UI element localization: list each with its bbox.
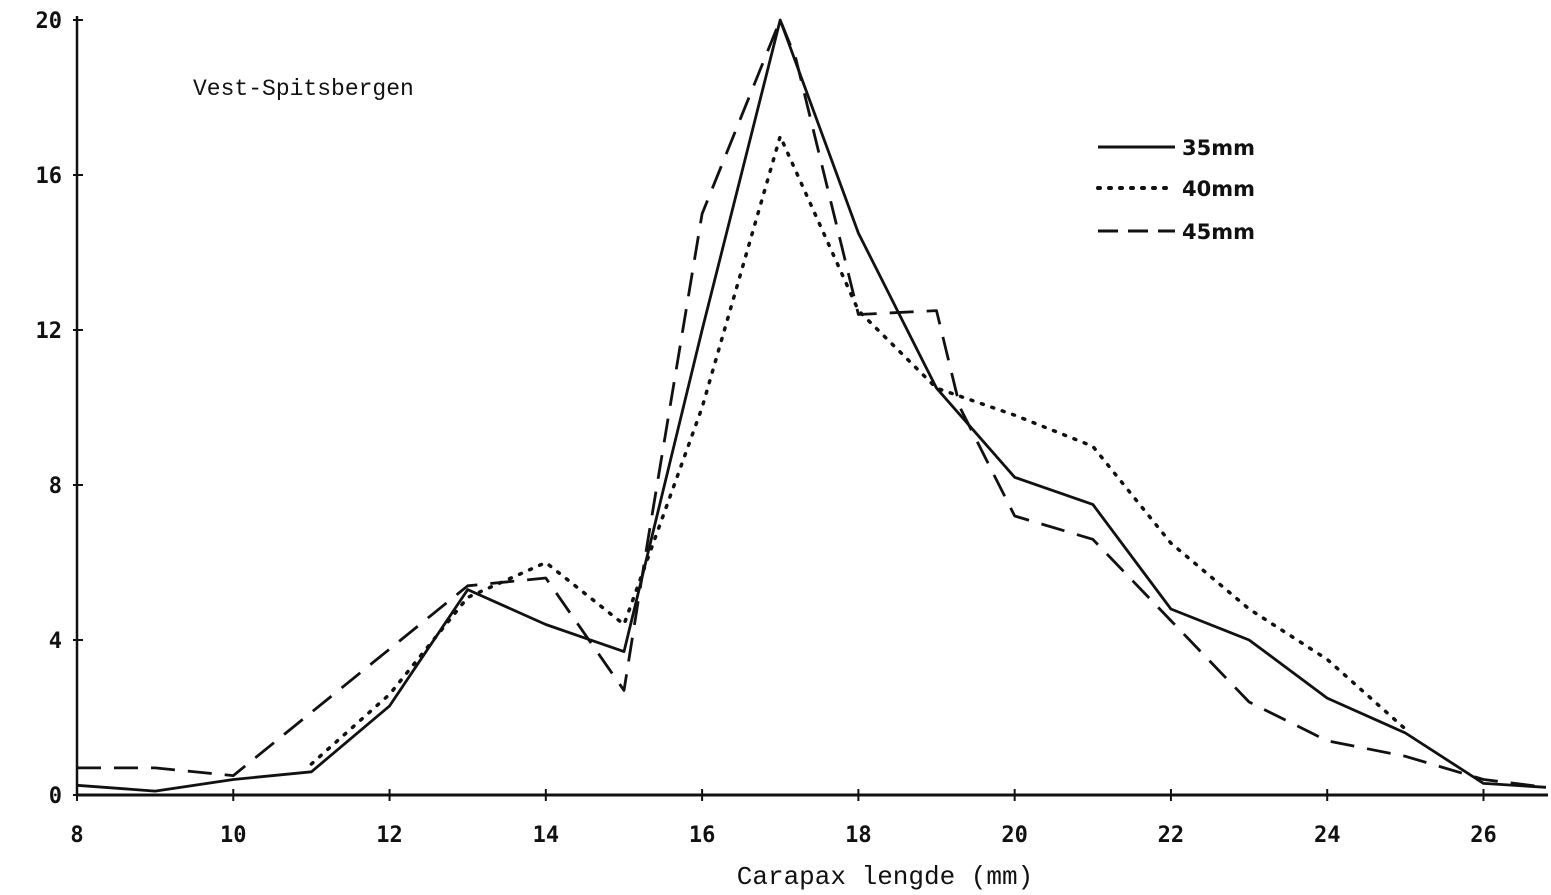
- x-axis-title: Carapax lengde (mm): [737, 862, 1033, 892]
- y-tick-label: 8: [49, 474, 62, 499]
- x-tick-label: 14: [533, 823, 560, 848]
- x-tick-label: 8: [70, 823, 83, 848]
- y-tick-label: 12: [36, 319, 63, 344]
- series-line-35mm: [76, 18, 1547, 793]
- x-tick-label: 20: [1001, 823, 1028, 848]
- y-tick-label: 16: [36, 164, 63, 189]
- legend-label: 35mm: [1182, 136, 1255, 160]
- x-tick-label: 24: [1314, 823, 1341, 848]
- y-tick-label: 20: [36, 9, 63, 34]
- y-ticks: 0 4 8 12 16 20: [36, 9, 83, 809]
- x-tick-label: 16: [689, 823, 716, 848]
- x-tick-label: 22: [1158, 823, 1185, 848]
- series-layer: [76, 18, 1547, 793]
- y-tick-label: 0: [49, 784, 62, 809]
- x-tick-label: 10: [220, 823, 247, 848]
- legend: 35mm 40mm 45mm: [1096, 136, 1255, 244]
- legend-label: 45mm: [1182, 220, 1255, 244]
- x-tick-label: 26: [1470, 823, 1497, 848]
- series-line-45mm: [77, 18, 1547, 789]
- x-tick-label: 12: [376, 823, 403, 848]
- legend-label: 40mm: [1182, 177, 1255, 201]
- y-tick-label: 4: [49, 629, 62, 654]
- x-ticks: 8 10 12 14 16 18 20 22 24 26: [70, 789, 1497, 848]
- axes: [75, 16, 1548, 797]
- x-tick-label: 18: [845, 823, 872, 848]
- location-annotation: Vest-Spitsbergen: [193, 76, 414, 102]
